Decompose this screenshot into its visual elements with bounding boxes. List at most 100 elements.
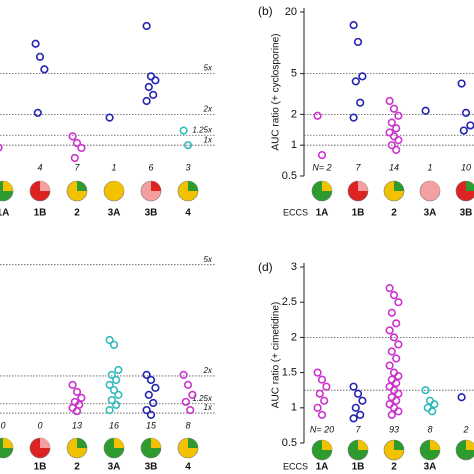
- data-point: [385, 284, 394, 293]
- data-point: [349, 382, 358, 391]
- data-point: [313, 403, 322, 412]
- ecc-icon-wedge: [358, 440, 368, 450]
- data-point: [149, 398, 158, 408]
- data-point: [107, 395, 116, 405]
- ecc-icon-wedge: [77, 181, 87, 191]
- ecc-icon-wedge: [114, 181, 124, 191]
- data-point: [179, 370, 188, 379]
- data-point: [68, 380, 77, 389]
- category-label: 2: [391, 208, 397, 219]
- category-label: 3B: [460, 208, 473, 219]
- ecc-icon-wedge: [151, 181, 161, 191]
- data-point: [142, 405, 151, 415]
- data-point: [459, 126, 468, 135]
- data-point: [151, 76, 160, 85]
- data-point: [179, 126, 188, 135]
- category-label: 1A: [0, 208, 9, 219]
- data-point: [72, 387, 82, 397]
- data-point: [385, 96, 394, 106]
- ecc-icon-wedge: [322, 181, 332, 191]
- data-point: [105, 380, 114, 389]
- count-label: 8: [185, 420, 190, 430]
- y-tick-label: 2.5: [282, 296, 297, 308]
- data-point: [392, 379, 401, 388]
- ecc-icon-wedge: [394, 440, 404, 450]
- y-tick-label: 3: [291, 261, 297, 273]
- data-point: [40, 65, 49, 74]
- data-point: [466, 121, 474, 130]
- data-point: [392, 354, 401, 363]
- data-point: [356, 98, 365, 107]
- category-label: 1B: [352, 208, 365, 219]
- category-label: 1A: [316, 208, 329, 219]
- reference-label: 1.25x: [192, 394, 213, 403]
- ecc-icon-wedge: [188, 181, 198, 191]
- ecc-icon-wedge: [40, 438, 50, 448]
- category-label: 1B: [34, 462, 47, 473]
- panel-label: (d): [258, 260, 273, 274]
- y-tick-label: 2: [291, 331, 297, 343]
- y-tick-label: 20: [285, 6, 297, 18]
- y-tick-label: 1: [291, 139, 297, 151]
- count-label: 1: [111, 162, 116, 172]
- data-point: [186, 405, 195, 415]
- category-label: 1B: [34, 208, 47, 219]
- x-axis-title: ECCS: [283, 207, 308, 217]
- data-point: [394, 389, 403, 398]
- reference-label: 2x: [203, 104, 213, 113]
- ecc-icon-wedge: [358, 181, 368, 191]
- data-point: [351, 77, 360, 86]
- count-label: 0: [0, 420, 5, 430]
- category-label: 1A: [316, 462, 329, 473]
- data-point: [430, 400, 439, 409]
- panel-label: (b): [258, 4, 273, 18]
- y-tick-label: 0.5: [282, 437, 297, 449]
- data-point: [457, 79, 466, 88]
- data-point: [317, 410, 327, 419]
- category-label: 1B: [352, 462, 365, 473]
- count-label: 4: [37, 162, 42, 172]
- category-label: 2: [391, 462, 397, 473]
- data-point: [356, 410, 365, 419]
- data-point: [313, 111, 322, 120]
- category-label: 3A: [108, 462, 121, 473]
- reference-label: 2x: [203, 366, 213, 375]
- y-tick-label: 5: [291, 68, 297, 80]
- data-point: [349, 113, 358, 122]
- data-point: [33, 108, 42, 117]
- count-label: 3: [185, 162, 190, 172]
- category-label: 3A: [424, 462, 437, 473]
- category-label: 4: [185, 462, 191, 473]
- data-point: [385, 326, 394, 335]
- data-point: [389, 291, 399, 300]
- y-tick-label: 1: [291, 402, 297, 414]
- count-label: 7: [355, 424, 361, 434]
- category-label: 3B: [145, 462, 158, 473]
- data-point: [181, 397, 190, 407]
- data-point: [109, 340, 119, 349]
- data-point: [109, 385, 119, 395]
- data-point: [144, 390, 153, 399]
- reference-label: 5x: [204, 64, 213, 73]
- data-point: [35, 52, 45, 61]
- data-point: [317, 151, 327, 160]
- data-point: [188, 390, 197, 399]
- count-label: 7: [355, 162, 361, 172]
- ecc-icon-wedge: [40, 181, 50, 191]
- data-point: [105, 405, 114, 415]
- category-label: 3A: [424, 208, 437, 219]
- data-point: [105, 113, 114, 122]
- ecc-icon-wedge: [466, 181, 474, 191]
- data-point: [320, 396, 329, 405]
- data-point: [144, 82, 153, 92]
- ecc-icon-wedge: [151, 438, 161, 448]
- count-label: 7: [74, 162, 80, 172]
- data-point: [112, 400, 121, 409]
- ecc-icon-wedge: [430, 440, 440, 450]
- data-point: [322, 382, 331, 391]
- data-point: [421, 386, 430, 395]
- x-axis-title: ECCS: [283, 461, 308, 471]
- data-point: [353, 37, 363, 47]
- data-point: [77, 393, 86, 402]
